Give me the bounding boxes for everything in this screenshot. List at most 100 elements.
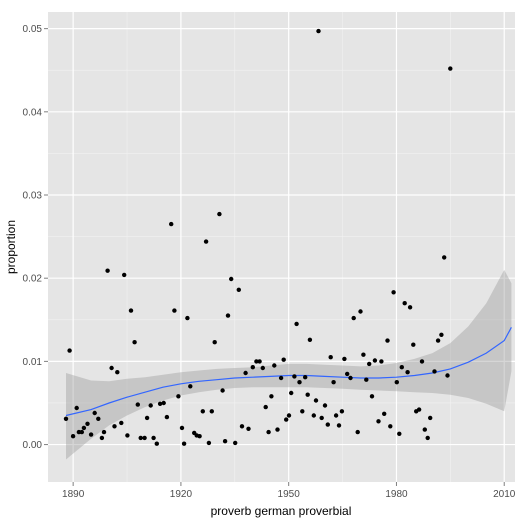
data-point [313,398,319,403]
data-point [132,340,137,345]
data-point [250,365,255,370]
data-point [233,440,238,446]
data-point [307,337,313,342]
data-point [169,221,174,227]
data-points [63,28,453,446]
data-point [125,433,130,438]
data-point [200,409,205,414]
y-axis-ticks: 0.00 0.01 0.02 0.03 0.04 0.05 [23,24,48,451]
data-point [432,369,437,374]
confidence-ribbon [66,269,512,460]
y-tick-label: 0.03 [23,191,43,202]
data-point [67,348,72,353]
data-point [92,410,97,416]
data-point [416,407,422,412]
data-point [96,416,101,421]
data-point [135,402,140,407]
data-point [172,308,177,313]
data-point [246,426,251,431]
data-point [151,435,156,441]
data-point [435,338,441,343]
data-point [188,384,193,389]
data-point [399,365,404,370]
data-point [405,370,410,375]
data-point [297,380,302,385]
data-point [322,403,328,408]
data-point [448,66,453,71]
data-point [331,380,336,385]
data-point [181,441,187,446]
data-point [243,370,248,376]
data-point [79,429,85,435]
data-point [369,394,375,399]
data-point [212,340,217,345]
data-point [105,268,110,273]
data-point [179,425,185,431]
data-point [385,338,390,343]
data-point [176,394,181,399]
data-point [328,355,333,360]
data-point [88,432,94,437]
data-point [339,409,345,414]
data-point [220,388,225,393]
data-point [206,440,212,446]
data-point [260,365,265,371]
data-point [119,420,124,426]
data-point [161,400,166,406]
data-point [254,359,259,364]
data-point [112,424,117,429]
data-point [294,321,299,327]
data-point [272,363,277,368]
data-point [333,413,339,418]
data-point [99,435,105,441]
data-point [278,375,284,381]
data-point [361,352,366,357]
data-point [376,419,381,424]
data-point [300,409,305,414]
data-point [101,429,107,435]
data-point [236,287,241,292]
x-tick-label: 1920 [170,489,193,500]
data-point [367,361,372,367]
data-point [355,429,360,435]
data-point [209,409,214,414]
minor-gridlines [48,12,515,482]
y-tick-label: 0.04 [23,107,43,118]
data-point [439,332,444,337]
data-point [138,435,143,441]
x-tick-label: 1980 [385,489,408,500]
data-point [407,305,413,310]
data-point [128,308,134,313]
plot-panel [48,12,515,482]
data-point [351,315,356,321]
data-point [292,374,297,379]
data-point [303,375,308,380]
data-point [391,290,396,295]
data-point [319,415,324,421]
smooth-trend-line [65,327,512,417]
data-point [281,357,286,362]
data-point [336,423,342,428]
y-axis-title: proportion [4,220,18,274]
x-axis-title: proverb german proverbial [211,504,352,518]
data-point [419,359,425,364]
x-tick-label: 1890 [62,489,85,500]
data-point [229,276,234,282]
data-point [203,239,209,244]
data-point [109,365,114,371]
data-point [372,358,378,363]
data-point [316,28,321,34]
data-point [275,427,280,432]
data-point [144,415,150,421]
data-point [397,431,402,436]
data-point [85,421,90,426]
data-point [394,380,399,385]
data-point [345,371,350,377]
y-tick-label: 0.05 [23,24,43,35]
data-point [142,435,147,441]
data-point [164,414,170,420]
data-point [217,211,222,217]
data-point [81,425,87,431]
